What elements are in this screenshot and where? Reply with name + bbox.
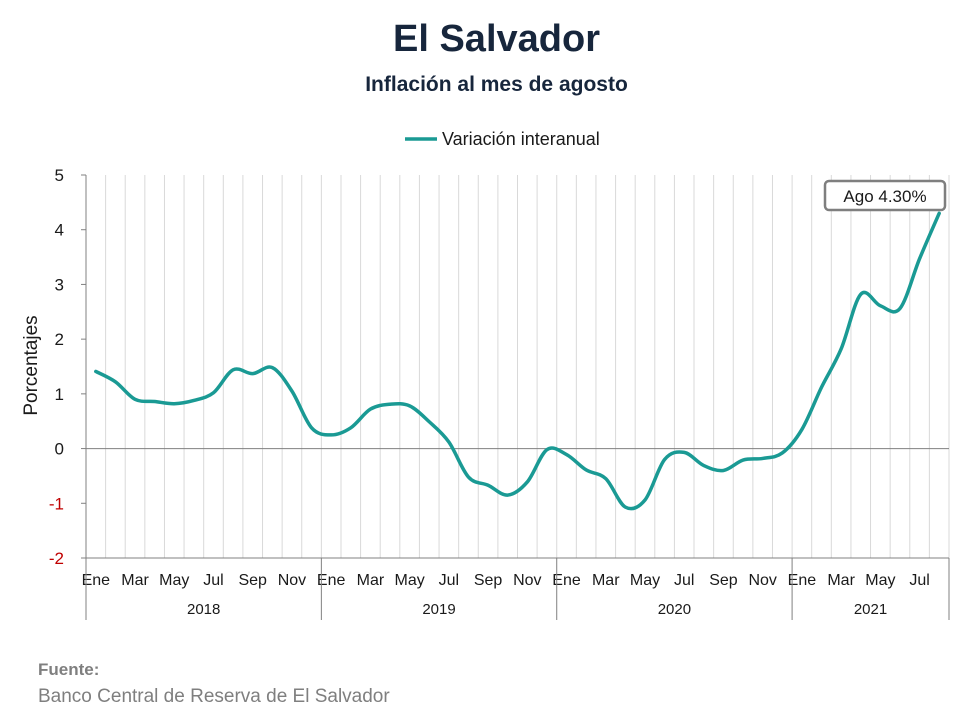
chart-title: El Salvador	[393, 18, 600, 60]
series-line-variacion-interanual	[94, 211, 941, 511]
annotation-box	[823, 179, 947, 212]
y-tick-label: -1	[49, 494, 64, 513]
x-tick-label: May	[630, 572, 660, 589]
x-tick-label: Nov	[278, 572, 306, 589]
x-tick-label: Ene	[788, 572, 817, 589]
x-tick-label: Jul	[203, 572, 223, 589]
chart-subtitle: Inflación al mes de agosto	[365, 73, 628, 96]
x-tick-label: Ene	[317, 572, 346, 589]
y-axis-title: Porcentajes	[21, 315, 42, 415]
x-tick-label: Mar	[827, 572, 855, 589]
year-label: 2019	[422, 601, 455, 618]
line-chart: 5 4 3 2 1 0 -1 -2 Porcentajes Ene Mar May Jul Sep Nov E…	[21, 129, 950, 620]
x-tick-label: Jul	[674, 572, 694, 589]
x-tick-label: Jul	[909, 572, 929, 589]
x-tick-label: May	[159, 572, 189, 589]
y-tick-label: 0	[55, 440, 64, 459]
y-tick-label: 2	[55, 330, 64, 349]
year-label: 2020	[658, 601, 691, 618]
x-tick-label: May	[865, 572, 895, 589]
y-tick-label: 5	[55, 166, 64, 185]
x-tick-label: Mar	[592, 572, 620, 589]
x-tick-label: Mar	[357, 572, 385, 589]
year-label: 2018	[187, 601, 220, 618]
source-text: Banco Central de Reserva de El Salvador	[38, 686, 390, 707]
x-tick-label: May	[395, 572, 425, 589]
x-tick-label: Ene	[82, 572, 111, 589]
legend-label: Variación interanual	[442, 129, 600, 149]
source-label: Fuente:	[38, 660, 100, 679]
x-tick-label: Sep	[709, 572, 738, 589]
x-tick-label: Ene	[552, 572, 581, 589]
y-tick-label: -2	[49, 549, 64, 568]
x-tick-label: Jul	[439, 572, 459, 589]
annotation-label: Ago 4.30%	[843, 187, 926, 206]
y-tick-label: 1	[55, 385, 64, 404]
x-tick-label: Nov	[748, 572, 776, 589]
y-tick-label: 3	[55, 275, 64, 294]
x-tick-label: Sep	[238, 572, 267, 589]
year-label: 2021	[854, 601, 887, 618]
y-tick-label: 4	[55, 221, 64, 240]
x-tick-label: Sep	[474, 572, 503, 589]
x-tick-label: Nov	[513, 572, 541, 589]
x-tick-label: Mar	[121, 572, 149, 589]
